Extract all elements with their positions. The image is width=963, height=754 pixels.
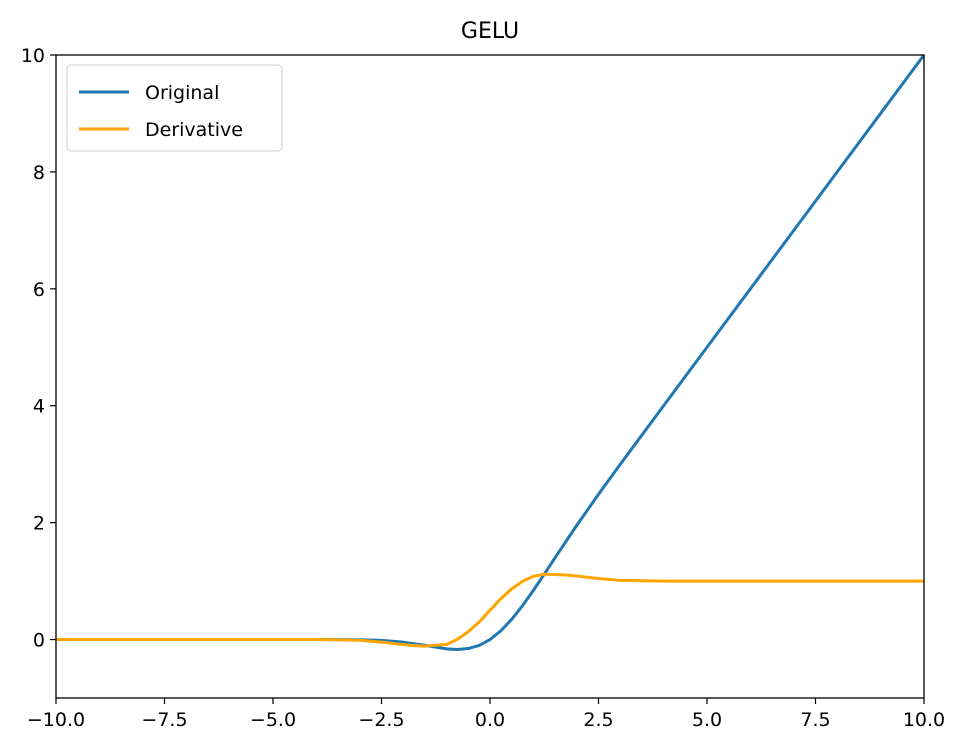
plot-area — [56, 55, 924, 651]
series-line-derivative — [56, 572, 924, 648]
x-tick-label: 2.5 — [583, 709, 613, 731]
x-axis: −10.0 −7.5 −5.0 −2.5 0.0 2.5 5.0 7.5 10.0 — [27, 698, 945, 731]
y-tick-label: 8 — [33, 162, 45, 184]
y-tick-label: 10 — [21, 45, 45, 67]
y-tick-label: 0 — [33, 630, 45, 652]
y-tick-label: 2 — [33, 513, 45, 535]
legend-label-original: Original — [145, 82, 219, 104]
x-tick-label: 7.5 — [800, 709, 830, 731]
chart-title: GELU — [461, 19, 519, 44]
x-tick-label: −2.5 — [358, 709, 404, 731]
legend-label-derivative: Derivative — [145, 119, 243, 141]
x-tick-label: 0.0 — [475, 709, 505, 731]
axes-frame — [55, 54, 925, 699]
y-tick-label: 4 — [33, 396, 45, 418]
x-tick-label: 5.0 — [692, 709, 722, 731]
y-axis: 0 2 4 6 8 10 — [21, 45, 56, 652]
x-tick-label: 10.0 — [903, 709, 945, 731]
x-tick-label: −5.0 — [250, 709, 296, 731]
x-tick-label: −10.0 — [27, 709, 85, 731]
legend: Original Derivative — [66, 64, 283, 152]
x-tick-label: −7.5 — [141, 709, 187, 731]
y-tick-label: 6 — [33, 279, 45, 301]
